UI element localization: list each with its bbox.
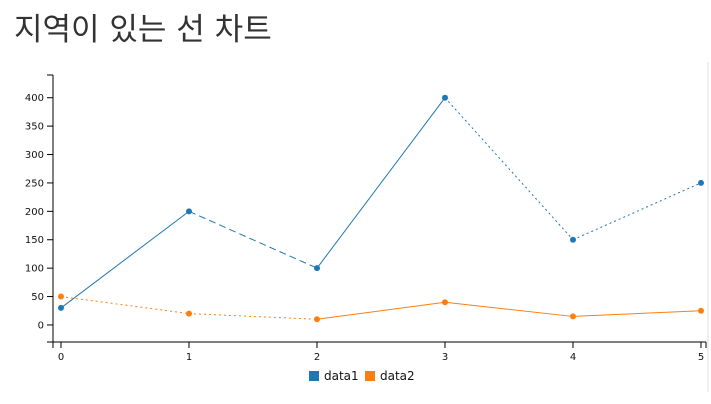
series-data1-point[interactable]: [698, 179, 704, 186]
series-data1-point[interactable]: [186, 208, 192, 215]
y-tick-label: 350: [25, 122, 44, 133]
series-data2-segment: [316, 301, 446, 320]
series-data1-segment: [572, 182, 702, 241]
series-data2-point[interactable]: [58, 293, 64, 300]
series-data1-segment: [316, 97, 446, 269]
legend-label-data1[interactable]: data1: [324, 369, 359, 383]
y-tick-label: 250: [25, 178, 44, 189]
legend-swatch-data2[interactable]: [365, 371, 375, 381]
series-data1-point[interactable]: [58, 304, 64, 311]
x-tick-label: 0: [58, 352, 64, 363]
page-title: 지역이 있는 선 차트: [14, 12, 272, 48]
x-tick-label: 3: [442, 352, 448, 363]
y-tick-label: 0: [38, 320, 44, 331]
series-data2-point[interactable]: [442, 299, 448, 306]
series-data2-point[interactable]: [314, 316, 320, 323]
series-data1-segment: [444, 97, 574, 241]
x-tick-label: 4: [570, 352, 576, 363]
series-data2-segment: [188, 313, 318, 320]
y-tick-label: 200: [25, 207, 44, 218]
series-data2-point[interactable]: [570, 313, 576, 320]
x-tick-label: 1: [186, 352, 192, 363]
legend-label-data2[interactable]: data2: [380, 369, 415, 383]
x-tick-label: 2: [314, 352, 320, 363]
series-data2-segment: [444, 301, 574, 317]
series-data1-point[interactable]: [442, 94, 448, 101]
y-tick-label: 400: [25, 93, 44, 104]
series-data2-point[interactable]: [698, 307, 704, 314]
series-data1-segment: [60, 210, 190, 309]
y-tick-label: 150: [25, 235, 44, 246]
series-data2-segment: [572, 310, 702, 317]
series-data1-point[interactable]: [314, 265, 320, 272]
y-tick-label: 50: [31, 292, 44, 303]
series-data2-segment: [60, 296, 190, 315]
y-tick-label: 100: [25, 264, 44, 275]
legend-swatch-data1[interactable]: [309, 371, 319, 381]
x-tick-label: 5: [698, 352, 704, 363]
series-data1-point[interactable]: [570, 236, 576, 243]
y-tick-label: 300: [25, 150, 44, 161]
series-data2-point[interactable]: [186, 310, 192, 317]
series-data1-segment: [188, 210, 318, 269]
